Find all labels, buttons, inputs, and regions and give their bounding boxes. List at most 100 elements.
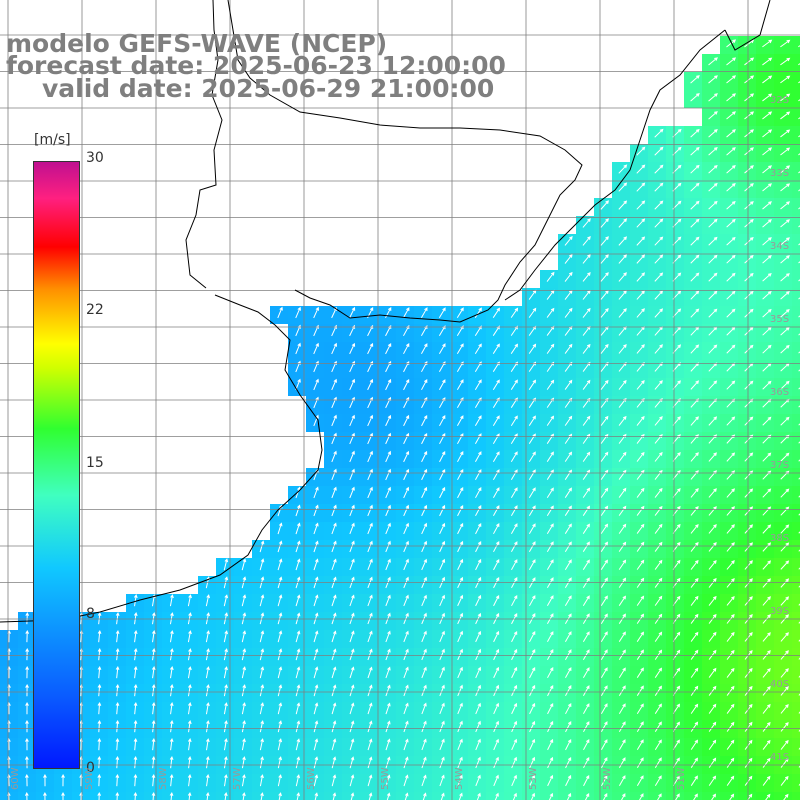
wind-arrow bbox=[762, 165, 773, 174]
wind-arrow bbox=[564, 379, 573, 390]
wind-arrow bbox=[277, 306, 283, 319]
wind-arrow bbox=[529, 666, 536, 679]
wind-arrow bbox=[564, 577, 572, 588]
wind-arrow bbox=[97, 737, 102, 751]
wind-arrow bbox=[708, 703, 717, 714]
wind-cell bbox=[792, 684, 800, 702]
wind-arrow bbox=[744, 219, 754, 228]
wind-arrow bbox=[636, 451, 645, 462]
wind-arrow bbox=[564, 595, 572, 607]
wind-arrow bbox=[223, 702, 228, 715]
wind-arrow bbox=[546, 595, 554, 607]
wind-arrow bbox=[618, 164, 628, 174]
wind-arrow bbox=[708, 721, 717, 732]
wind-arrow bbox=[367, 630, 373, 643]
wind-arrow bbox=[187, 702, 192, 715]
wind-arrow bbox=[744, 631, 753, 642]
wind-arrow bbox=[708, 542, 717, 552]
wind-arrow bbox=[421, 504, 428, 517]
wind-arrow bbox=[224, 774, 228, 787]
wind-arrow bbox=[241, 666, 247, 679]
wind-cell bbox=[792, 594, 800, 612]
wind-arrow bbox=[654, 649, 663, 660]
wind-arrow bbox=[600, 451, 609, 462]
wind-arrow bbox=[762, 739, 771, 750]
wind-cell bbox=[540, 792, 558, 800]
wind-arrow bbox=[762, 506, 772, 516]
wind-arrow bbox=[133, 648, 138, 661]
wind-arrow bbox=[457, 738, 463, 751]
wind-arrow bbox=[259, 738, 264, 751]
wind-arrow bbox=[367, 756, 373, 769]
wind-arrow bbox=[708, 739, 717, 750]
wind-arrow bbox=[169, 666, 174, 679]
wind-arrow bbox=[529, 595, 536, 607]
wind-arrow bbox=[349, 774, 355, 787]
wind-arrow bbox=[780, 326, 790, 336]
wind-arrow bbox=[618, 451, 627, 462]
wind-arrow bbox=[780, 452, 790, 462]
wind-arrow bbox=[636, 200, 646, 210]
wind-arrow bbox=[547, 738, 554, 751]
wind-arrow bbox=[493, 720, 500, 733]
wind-arrow bbox=[711, 793, 716, 800]
wind-arrow bbox=[367, 378, 374, 391]
wind-cell bbox=[792, 360, 800, 378]
wind-arrow bbox=[529, 774, 536, 787]
wind-arrow bbox=[133, 737, 138, 751]
wind-arrow bbox=[510, 469, 518, 481]
wind-arrow bbox=[780, 524, 790, 534]
wind-arrow bbox=[223, 720, 228, 733]
wind-cell bbox=[792, 540, 800, 558]
wind-arrow bbox=[385, 630, 391, 643]
wind-arrow bbox=[349, 468, 355, 481]
wind-arrow bbox=[780, 560, 790, 570]
wind-cell bbox=[792, 702, 800, 720]
wind-arrow bbox=[403, 594, 409, 607]
wind-arrow bbox=[654, 487, 663, 498]
wind-cell bbox=[792, 54, 800, 72]
wind-cell bbox=[792, 504, 800, 522]
wind-arrow bbox=[205, 630, 210, 643]
wind-arrow bbox=[313, 558, 319, 571]
wind-arrow bbox=[600, 685, 608, 697]
wind-arrow bbox=[600, 721, 608, 733]
wind-arrow bbox=[385, 774, 391, 787]
wind-arrow bbox=[636, 218, 646, 228]
wind-arrow bbox=[295, 342, 301, 355]
wind-arrow bbox=[547, 649, 554, 661]
wind-arrow bbox=[636, 380, 645, 390]
wind-arrow bbox=[726, 775, 735, 786]
wind-arrow bbox=[564, 649, 572, 661]
wind-arrow bbox=[493, 702, 500, 715]
wind-arrow bbox=[367, 774, 373, 787]
wind-arrow bbox=[133, 755, 138, 769]
wind-arrow bbox=[151, 756, 156, 769]
wind-arrow bbox=[600, 649, 608, 660]
wind-arrow bbox=[367, 522, 373, 535]
wind-arrow bbox=[726, 254, 736, 264]
wind-arrow bbox=[780, 39, 791, 48]
wind-arrow bbox=[349, 432, 355, 445]
wind-arrow bbox=[223, 756, 228, 769]
wind-arrow bbox=[511, 559, 518, 571]
wind-arrow bbox=[690, 757, 698, 768]
wind-arrow bbox=[187, 594, 192, 607]
wind-arrow bbox=[97, 755, 102, 769]
wind-arrow bbox=[600, 379, 609, 390]
wind-arrow bbox=[295, 720, 301, 733]
wind-arrow bbox=[780, 686, 789, 696]
wind-arrow bbox=[762, 111, 773, 120]
coastline bbox=[0, 0, 771, 623]
wind-arrow bbox=[438, 343, 446, 355]
wind-arrow bbox=[43, 773, 47, 787]
wind-arrow bbox=[708, 93, 718, 102]
wind-arrow bbox=[690, 236, 700, 246]
wind-arrow bbox=[493, 774, 499, 787]
wind-arrow bbox=[783, 793, 789, 800]
wind-arrow bbox=[708, 595, 717, 606]
wind-arrow bbox=[223, 738, 228, 751]
wind-arrow bbox=[241, 774, 246, 787]
wind-arrow bbox=[349, 738, 355, 751]
wind-arrow bbox=[493, 756, 499, 769]
